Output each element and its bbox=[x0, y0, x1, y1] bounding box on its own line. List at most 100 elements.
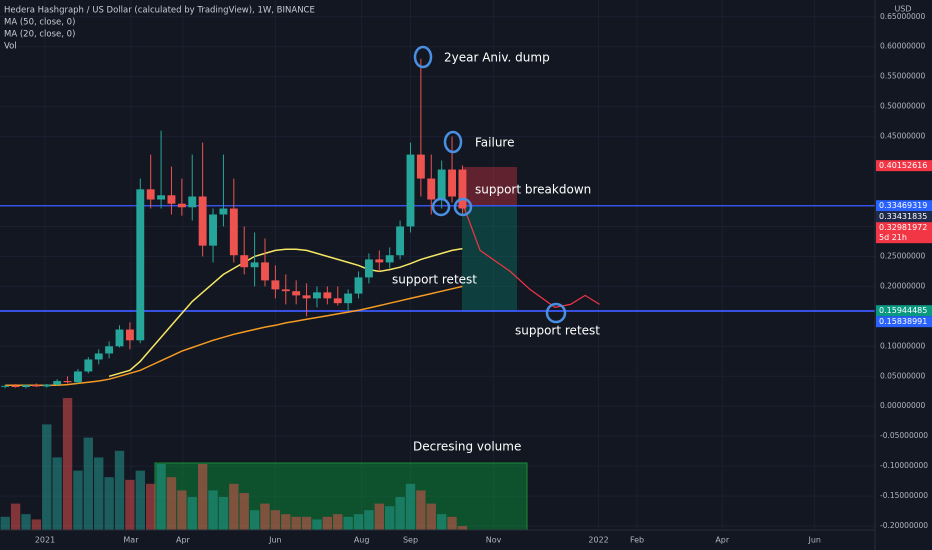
price-tag-label: 0.33469319 bbox=[879, 201, 927, 210]
candle-body bbox=[188, 196, 197, 208]
candle-body bbox=[261, 262, 269, 281]
y-tick-label: 0.60000000 bbox=[880, 42, 926, 51]
price-tag bbox=[876, 305, 932, 317]
y-tick-label: 0.05000000 bbox=[880, 371, 926, 380]
volume-bar bbox=[125, 479, 135, 530]
price-tag-label: 0.40152616 bbox=[879, 161, 927, 170]
candle-body bbox=[157, 195, 166, 200]
volume-bar bbox=[301, 516, 312, 530]
volume-bar bbox=[281, 514, 291, 530]
volume-bar bbox=[94, 457, 104, 530]
volume-bar bbox=[146, 483, 156, 530]
candle-body bbox=[22, 385, 30, 388]
x-tick-label: Nov bbox=[486, 536, 502, 545]
axis: 0.65000000 0.60000000 0.55000000 0.50000000… bbox=[35, 12, 932, 545]
volume-bar bbox=[249, 510, 260, 530]
annotation: 2year Aniv. dump bbox=[444, 51, 550, 65]
candle-body bbox=[344, 293, 353, 304]
volume-bar bbox=[187, 497, 197, 530]
volume-bar bbox=[218, 497, 229, 530]
y-tick-label: -0.15000000 bbox=[880, 491, 928, 500]
candle-body bbox=[323, 292, 332, 299]
projection-line bbox=[463, 208, 600, 309]
volume-bar bbox=[73, 470, 83, 530]
candle-body bbox=[250, 262, 259, 268]
ma-line bbox=[108, 247, 463, 378]
candle-body bbox=[84, 359, 93, 372]
volume-bar bbox=[343, 516, 353, 530]
candle-body bbox=[115, 329, 124, 347]
candle-body bbox=[292, 291, 301, 296]
candle-body bbox=[146, 189, 155, 200]
y-tick-label: -0.05000000 bbox=[880, 431, 928, 440]
candle-body bbox=[209, 214, 217, 246]
candle-body bbox=[448, 169, 456, 197]
chart-title: Hedera Hashgraph / US Dollar (calculated… bbox=[4, 6, 315, 16]
volume-bar bbox=[52, 457, 62, 530]
price-tag-label: 0.33431835 bbox=[879, 212, 927, 221]
candle-body bbox=[11, 385, 20, 388]
legend-entry: MA (50, close, 0) bbox=[4, 18, 75, 28]
legend-entry: MA (20, close, 0) bbox=[4, 30, 75, 40]
legend-entry: Vol bbox=[4, 42, 17, 52]
volume-bar bbox=[260, 503, 270, 530]
countdown: 5d 21h bbox=[879, 233, 907, 242]
candle-body bbox=[32, 385, 41, 387]
candle-body bbox=[1, 385, 10, 387]
candle-body bbox=[364, 259, 373, 278]
volume-bar bbox=[353, 514, 364, 530]
candle-body bbox=[406, 154, 415, 227]
x-tick-label: Apr bbox=[715, 536, 730, 545]
plot bbox=[0, 58, 875, 530]
annotation: support retest bbox=[515, 324, 600, 338]
volume-bar bbox=[291, 516, 301, 530]
y-tick-label: -0.20000000 bbox=[880, 521, 928, 530]
annotation: Failure bbox=[475, 136, 514, 150]
volume-bar bbox=[197, 464, 208, 530]
circles bbox=[413, 45, 567, 324]
candle-body bbox=[229, 208, 238, 256]
candle-body bbox=[42, 384, 51, 387]
volume-bar bbox=[322, 516, 333, 530]
volume-bar bbox=[31, 519, 42, 530]
candle-body bbox=[281, 289, 290, 292]
candle-body bbox=[333, 298, 342, 304]
volume-bar bbox=[416, 490, 426, 530]
x-tick-label: Mar bbox=[123, 536, 139, 545]
annotation: Decresing volume bbox=[413, 440, 521, 454]
price-tag bbox=[876, 222, 932, 244]
volume-bar bbox=[135, 470, 145, 530]
candle-body bbox=[105, 346, 114, 354]
volume-bar bbox=[385, 506, 395, 530]
candle-body bbox=[63, 381, 72, 383]
x-tick-label: Feb bbox=[630, 536, 644, 545]
volume-bar bbox=[104, 477, 114, 530]
candle-body bbox=[385, 255, 394, 263]
volume-bar bbox=[436, 514, 447, 530]
candle-body bbox=[73, 371, 82, 383]
volume-bar bbox=[156, 464, 166, 530]
volume-bar bbox=[21, 514, 31, 530]
volume-bar bbox=[270, 510, 281, 530]
candle-body bbox=[125, 329, 134, 341]
x-tick-label: 2022 bbox=[588, 536, 608, 545]
volume-bar bbox=[10, 503, 21, 530]
volume-bar bbox=[177, 490, 187, 530]
candle-body bbox=[437, 169, 446, 200]
candle-body bbox=[354, 277, 363, 294]
x-tick-label: Sep bbox=[403, 536, 418, 545]
price-tag-label: 0.15838991 bbox=[879, 317, 927, 326]
volume-bar bbox=[62, 398, 73, 530]
y-tick-label: 0.10000000 bbox=[880, 341, 926, 350]
x-tick-label: Apr bbox=[176, 536, 191, 545]
candle-body bbox=[313, 292, 321, 299]
candle-body bbox=[177, 203, 186, 208]
volume-bar bbox=[239, 493, 249, 530]
volume-bar bbox=[405, 483, 416, 530]
candle-body bbox=[136, 189, 145, 341]
annotation: support retest bbox=[392, 273, 477, 287]
volume-bar bbox=[447, 516, 457, 530]
volume-bar bbox=[395, 497, 405, 530]
